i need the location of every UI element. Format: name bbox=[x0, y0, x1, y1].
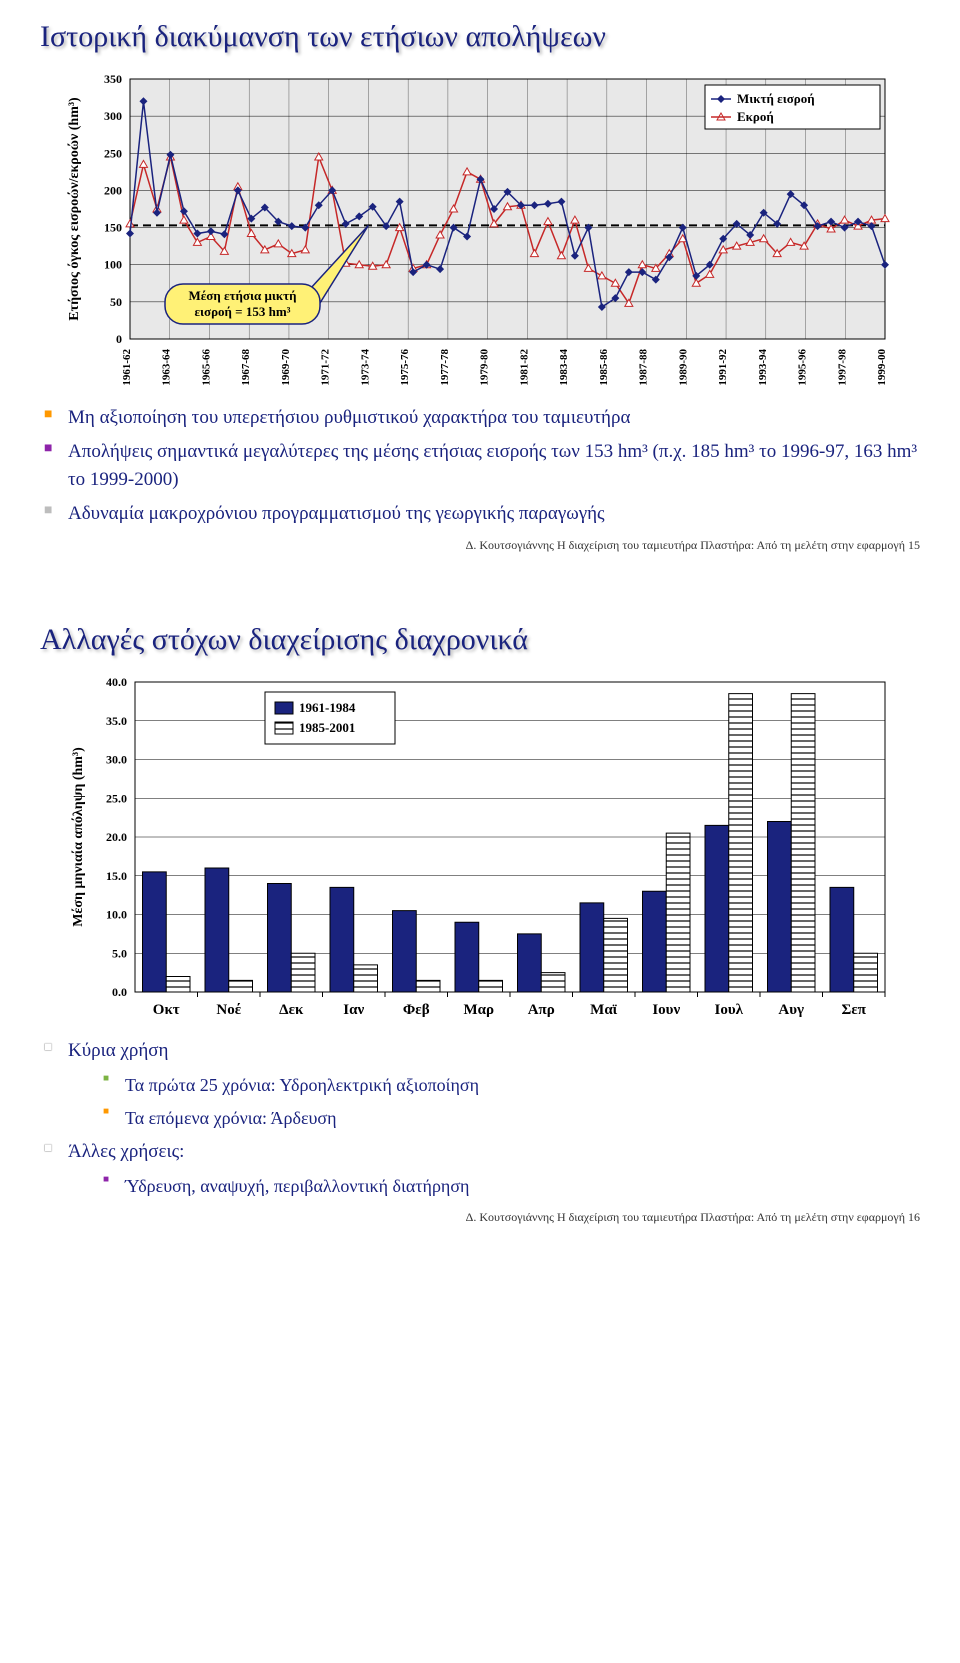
svg-text:1965-66: 1965-66 bbox=[200, 349, 212, 386]
svg-text:εισροή = 153 hm³: εισροή = 153 hm³ bbox=[194, 304, 290, 319]
svg-text:Ιαν: Ιαν bbox=[343, 1002, 364, 1018]
outline-item: Άλλες χρήσεις: Ύδρευση, αναψυχή, περιβαλ… bbox=[40, 1138, 920, 1200]
slide2-title: Αλλαγές στόχων διαχείρισης διαχρονικά bbox=[40, 623, 920, 657]
svg-text:1985-2001: 1985-2001 bbox=[299, 720, 355, 735]
outline-item: Κύρια χρήση Τα πρώτα 25 χρόνια: Υδροηλεκ… bbox=[40, 1037, 920, 1133]
svg-text:Ιουλ: Ιουλ bbox=[715, 1002, 744, 1018]
svg-text:Σεπ: Σεπ bbox=[842, 1002, 867, 1018]
svg-text:1961-1984: 1961-1984 bbox=[299, 700, 356, 715]
svg-text:Αυγ: Αυγ bbox=[778, 1002, 804, 1018]
svg-text:35.0: 35.0 bbox=[106, 714, 127, 728]
svg-text:40.0: 40.0 bbox=[106, 675, 127, 689]
slide2-outline: Κύρια χρήση Τα πρώτα 25 χρόνια: Υδροηλεκ… bbox=[40, 1037, 920, 1200]
svg-text:Απρ: Απρ bbox=[528, 1002, 555, 1018]
slide-1: Ιστορική διακύμανση των ετήσιων απολήψεω… bbox=[0, 0, 960, 563]
svg-text:1981-82: 1981-82 bbox=[518, 349, 530, 386]
svg-text:1973-74: 1973-74 bbox=[359, 349, 371, 386]
svg-text:1991-92: 1991-92 bbox=[717, 349, 729, 386]
svg-text:1997-98: 1997-98 bbox=[836, 349, 848, 386]
svg-text:Οκτ: Οκτ bbox=[153, 1002, 180, 1018]
slide1-footer: Δ. Κουτσογιάννης Η διαχείριση του ταμιευ… bbox=[40, 538, 920, 553]
svg-text:300: 300 bbox=[104, 109, 122, 123]
bullet-item: Απολήψεις σημαντικά μεγαλύτερες της μέση… bbox=[40, 438, 920, 495]
svg-text:20.0: 20.0 bbox=[106, 830, 127, 844]
line-chart-svg: 0 50 100 150 200 250 300 350 1961-62 1963-64 1965-… bbox=[60, 69, 900, 399]
sub-item: Τα πρώτα 25 χρόνια: Υδροηλεκτρική αξιοπο… bbox=[103, 1071, 920, 1100]
svg-text:1989-90: 1989-90 bbox=[677, 349, 689, 386]
svg-text:50: 50 bbox=[110, 295, 122, 309]
svg-text:Εκροή: Εκροή bbox=[737, 109, 774, 124]
svg-text:100: 100 bbox=[104, 258, 122, 272]
svg-text:Ετήσιος όγκος εισροών/εκροών (: Ετήσιος όγκος εισροών/εκροών (hm³) bbox=[67, 97, 82, 321]
svg-text:1983-84: 1983-84 bbox=[558, 349, 570, 386]
svg-text:1977-78: 1977-78 bbox=[439, 349, 451, 386]
svg-text:1971-72: 1971-72 bbox=[320, 349, 332, 386]
svg-text:200: 200 bbox=[104, 183, 122, 197]
svg-text:Νοέ: Νοέ bbox=[216, 1002, 241, 1018]
svg-text:250: 250 bbox=[104, 146, 122, 160]
svg-text:Μικτή εισροή: Μικτή εισροή bbox=[737, 91, 815, 106]
bar-chart-svg: 0.0 5.0 10.0 15.0 20.0 25.0 30.0 35.0 40.0 Οκτ Νοέ… bbox=[60, 672, 900, 1032]
slide2-footer: Δ. Κουτσογιάννης Η διαχείριση του ταμιευ… bbox=[40, 1210, 920, 1225]
svg-text:1993-94: 1993-94 bbox=[757, 349, 769, 386]
bullet-item: Μη αξιοποίηση του υπερετήσιου ρυθμιστικο… bbox=[40, 404, 920, 433]
svg-text:Μαρ: Μαρ bbox=[463, 1002, 494, 1018]
svg-text:1961-62: 1961-62 bbox=[121, 349, 133, 386]
svg-text:0.0: 0.0 bbox=[112, 985, 127, 999]
svg-text:Μέση ετήσια μικτή: Μέση ετήσια μικτή bbox=[188, 288, 296, 303]
svg-text:1995-96: 1995-96 bbox=[797, 349, 809, 386]
sub-item: Ύδρευση, αναψυχή, περιβαλλοντική διατήρη… bbox=[103, 1172, 920, 1201]
svg-text:30.0: 30.0 bbox=[106, 753, 127, 767]
svg-text:150: 150 bbox=[104, 221, 122, 235]
svg-text:1987-88: 1987-88 bbox=[638, 349, 650, 386]
slide1-title: Ιστορική διακύμανση των ετήσιων απολήψεω… bbox=[40, 20, 920, 54]
sub-item: Τα επόμενα χρόνια: Άρδευση bbox=[103, 1104, 920, 1133]
svg-text:Φεβ: Φεβ bbox=[403, 1002, 430, 1018]
svg-text:1969-70: 1969-70 bbox=[280, 349, 292, 386]
svg-text:1967-68: 1967-68 bbox=[240, 349, 252, 386]
slide2-chart: 0.0 5.0 10.0 15.0 20.0 25.0 30.0 35.0 40.0 Οκτ Νοέ… bbox=[60, 672, 900, 1037]
slide-2: Αλλαγές στόχων διαχείρισης διαχρονικά 0.… bbox=[0, 603, 960, 1235]
svg-text:1999-00: 1999-00 bbox=[876, 349, 888, 386]
slide1-bullets: Μη αξιοποίηση του υπερετήσιου ρυθμιστικο… bbox=[40, 404, 920, 528]
svg-text:25.0: 25.0 bbox=[106, 791, 127, 805]
svg-text:1985-86: 1985-86 bbox=[598, 349, 610, 386]
svg-text:350: 350 bbox=[104, 72, 122, 86]
svg-text:1963-64: 1963-64 bbox=[161, 349, 173, 386]
svg-text:Μέση μηνιαία απόληψη (hm³): Μέση μηνιαία απόληψη (hm³) bbox=[71, 747, 86, 927]
svg-text:Δεκ: Δεκ bbox=[279, 1002, 304, 1018]
svg-text:10.0: 10.0 bbox=[106, 908, 127, 922]
svg-text:Μαϊ: Μαϊ bbox=[590, 1002, 618, 1018]
bullet-item: Αδυναμία μακροχρόνιου προγραμματισμού τη… bbox=[40, 500, 920, 529]
svg-text:0: 0 bbox=[116, 332, 122, 346]
svg-text:1979-80: 1979-80 bbox=[479, 349, 491, 386]
svg-text:15.0: 15.0 bbox=[106, 869, 127, 883]
svg-text:1975-76: 1975-76 bbox=[399, 349, 411, 386]
svg-text:5.0: 5.0 bbox=[112, 946, 127, 960]
slide1-chart: 0 50 100 150 200 250 300 350 1961-62 1963-64 1965-… bbox=[60, 69, 900, 404]
svg-text:Ιουν: Ιουν bbox=[652, 1002, 680, 1018]
